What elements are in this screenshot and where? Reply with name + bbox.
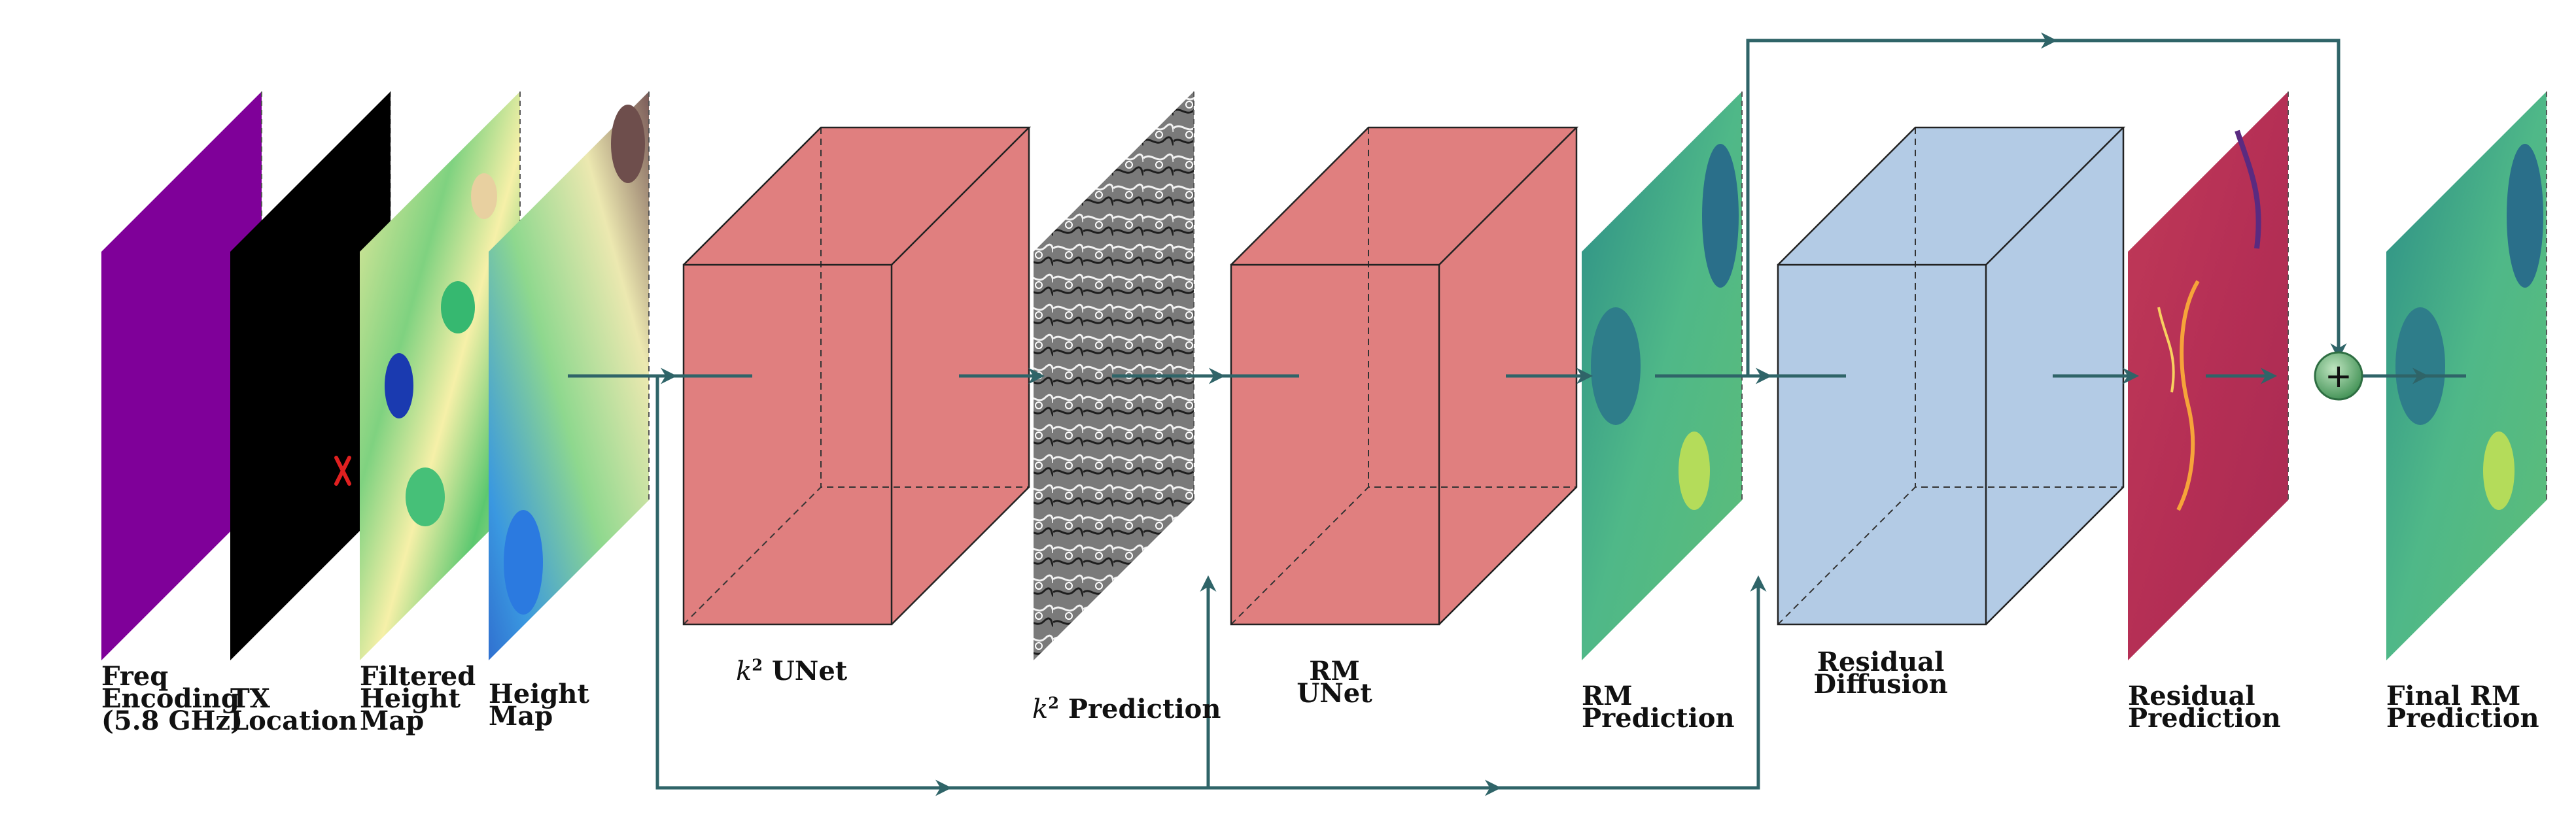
final-rm-prediction-plane (2386, 92, 2547, 660)
sum-node: + (2314, 351, 2363, 401)
rm-unet-block (1230, 126, 1579, 626)
label-rm-unet: RM UNet (1297, 656, 1372, 709)
label-height-map: Height Map (489, 679, 589, 732)
label-filtered-height-map: Filtered Height Map (360, 661, 476, 736)
label-rm-prediction: RM Prediction (1582, 681, 1735, 734)
label-k2-prediction: k2 Prediction (1032, 695, 1221, 722)
k2-prediction-text: Prediction (1058, 694, 1221, 724)
label-residual-diffusion: Residual Diffusion (1813, 647, 1948, 700)
tx-marker-icon (334, 456, 351, 486)
k-symbol-2: k (1032, 694, 1049, 724)
residual-diffusion-block (1777, 126, 2126, 626)
label-final-rm-prediction: Final RM Prediction (2386, 681, 2539, 734)
k2-unet-block (682, 126, 1032, 626)
k-exponent-2: 2 (1048, 693, 1059, 713)
label-tx-location: TX Location (230, 683, 358, 736)
k2-unet-text: UNet (762, 656, 848, 687)
label-residual-prediction: Residual Prediction (2128, 681, 2281, 734)
filtered-height-map-plane (360, 92, 521, 660)
label-k2-unet: k2 UNet (736, 657, 847, 685)
flow-arrows (568, 32, 2466, 796)
k-symbol: k (736, 656, 752, 687)
label-freq-encoding: Freq Encoding (5.8 GHz) (101, 661, 243, 736)
sum-symbol: + (2325, 357, 2352, 395)
k-exponent: 2 (752, 655, 763, 675)
